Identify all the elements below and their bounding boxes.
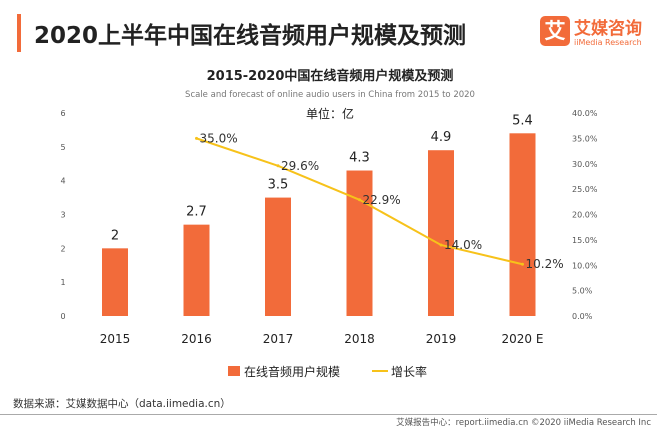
growth-rate-label: 22.9% (363, 193, 401, 207)
y-right-tick-label: 0.0% (572, 312, 593, 321)
y-left-tick-label: 4 (60, 177, 65, 186)
chart-title: 2015-2020中国在线音频用户规模及预测 (207, 68, 454, 84)
growth-rate-label: 14.0% (444, 238, 482, 252)
x-tick-label: 2019 (426, 332, 457, 346)
growth-rate-point (439, 243, 443, 247)
data-source: 数据来源：艾媒数据中心（data.iimedia.cn） (13, 398, 231, 410)
bar (265, 197, 291, 316)
growth-rate-point (276, 164, 280, 168)
x-tick-label: 2015 (100, 332, 131, 346)
y-left-tick-label: 2 (60, 244, 65, 253)
copyright: 艾媒报告中心：report.iimedia.cn ©2020 iiMedia R… (396, 418, 651, 428)
bar-value-label: 2 (111, 228, 119, 243)
header-accent-bar (17, 14, 21, 52)
growth-rate-point (358, 198, 361, 202)
y-right-tick-label: 15.0% (572, 236, 598, 245)
footer-divider (0, 414, 657, 415)
legend: 在线音频用户规模 增长率 (228, 364, 427, 379)
bar-value-label: 3.5 (268, 178, 289, 193)
bar-value-label: 4.3 (349, 151, 370, 166)
bar-value-label: 4.9 (431, 130, 452, 145)
chart-subtitle: Scale and forecast of online audio users… (185, 90, 475, 100)
x-tick-label: 2018 (344, 332, 375, 346)
y-left-tick-label: 5 (60, 143, 65, 152)
bar (428, 150, 454, 316)
bar-value-label: 5.4 (512, 113, 533, 128)
legend-label-line: 增长率 (391, 364, 427, 379)
y-right-tick-label: 40.0% (572, 109, 598, 118)
y-right-tick-label: 5.0% (572, 287, 593, 296)
legend-swatch-bar (228, 366, 240, 376)
y-right-tick-label: 35.0% (572, 134, 598, 143)
logo-name: 艾媒咨询 (574, 19, 642, 39)
y-left-tick-label: 1 (60, 278, 65, 287)
y-left-tick-label: 3 (60, 211, 65, 220)
y-right-tick-label: 10.0% (572, 261, 598, 270)
y-left-tick-label: 6 (60, 109, 65, 118)
bar-value-label: 2.7 (186, 205, 207, 220)
x-tick-label: 2017 (263, 332, 294, 346)
bar (183, 224, 210, 316)
unit-label: 单位：亿 (306, 106, 354, 121)
growth-rate-label: 35.0% (200, 131, 238, 145)
y-right-tick-label: 25.0% (572, 185, 598, 194)
y-left-tick-label: 0 (60, 312, 65, 321)
legend-label-bar: 在线音频用户规模 (244, 364, 340, 379)
x-tick-label: 2016 (181, 332, 212, 346)
logo-subtitle: iiMedia Research (574, 38, 642, 47)
bar (102, 248, 128, 316)
growth-rate-point (521, 262, 524, 266)
growth-rate-label: 10.2% (526, 257, 564, 271)
y-right-tick-label: 20.0% (572, 211, 598, 220)
bar (509, 133, 536, 316)
growth-rate-label: 29.6% (281, 159, 319, 173)
page-title: 2020上半年中国在线音频用户规模及预测 (34, 23, 467, 49)
growth-rate-point (195, 136, 198, 140)
y-right-tick-label: 30.0% (572, 160, 598, 169)
iimedia-logo: 艾 艾媒咨询 iiMedia Research (540, 14, 650, 54)
bar (346, 170, 373, 316)
chart: 2015-2020中国在线音频用户规模及预测 Scale and forecas… (60, 68, 598, 379)
logo-icon: 艾 (540, 16, 570, 46)
x-tick-label: 2020 E (502, 332, 544, 346)
